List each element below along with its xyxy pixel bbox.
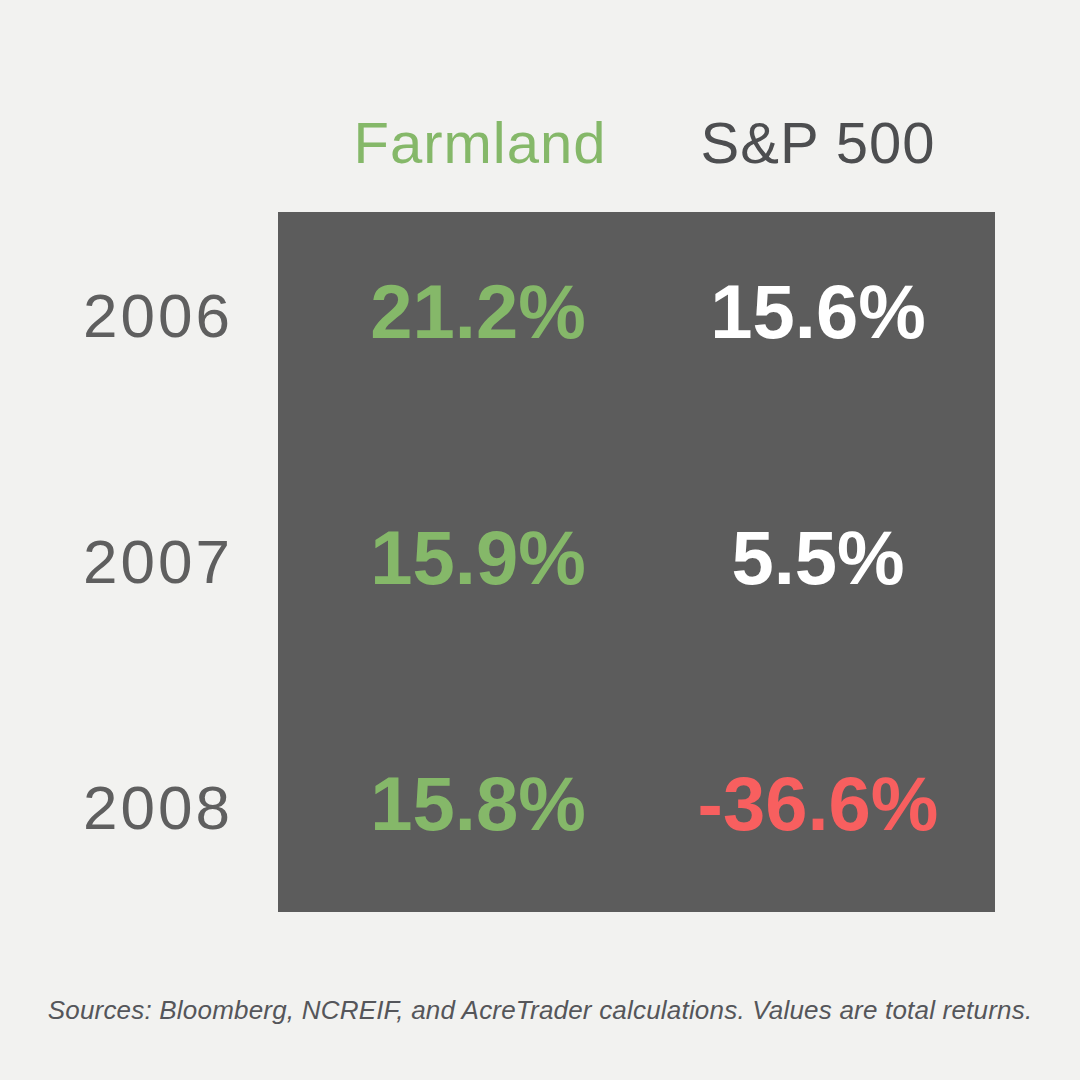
year-label-2006: 2006 [83, 285, 233, 347]
year-label-2008: 2008 [83, 777, 233, 839]
year-label-2007: 2007 [83, 531, 233, 593]
farmland-value-2007: 15.9% [370, 520, 586, 596]
farmland-value-2006: 21.2% [370, 274, 586, 350]
sp500-value-2006: 15.6% [710, 274, 926, 350]
sp500-value-2007: 5.5% [731, 520, 904, 596]
source-note: Sources: Bloomberg, NCREIF, and AcreTrad… [48, 995, 1033, 1026]
column-header-farmland: Farmland [354, 114, 607, 172]
sp500-value-2008-negative: -36.6% [698, 766, 939, 842]
column-header-sp500: S&P 500 [701, 114, 936, 172]
farmland-value-2008: 15.8% [370, 766, 586, 842]
infographic-canvas: Farmland S&P 500 2006 21.2% 15.6% 2007 1… [0, 0, 1080, 1080]
